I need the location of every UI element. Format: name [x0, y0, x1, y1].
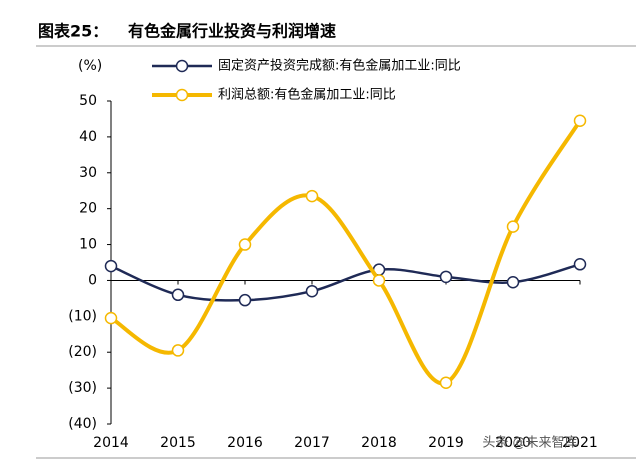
y-tick-label: 50: [79, 93, 97, 109]
legend-marker: [175, 59, 189, 73]
legend-label: 固定资产投资完成额:有色金属加工业:同比: [218, 58, 461, 74]
y-axis-label: (%): [78, 58, 102, 74]
y-tick-label: 40: [79, 129, 97, 145]
title-label: 图表25：: [38, 22, 108, 41]
y-tick-label: (10): [68, 308, 97, 324]
point: [171, 288, 185, 302]
x-tick-label: 2020: [495, 435, 531, 451]
y-tick-label: 0: [88, 272, 97, 288]
point: [104, 311, 118, 325]
x-tick-label: 2014: [93, 435, 129, 451]
legend-label: 利润总额:有色金属加工业:同比: [218, 87, 396, 103]
point: [305, 189, 319, 203]
series-line: [109, 119, 582, 386]
chart-title: 有色金属行业投资与利润增速: [128, 22, 336, 41]
x-tick-label: 2015: [160, 435, 196, 451]
watermark: 头条 @未来智库: [482, 435, 577, 451]
point: [238, 238, 252, 251]
point: [238, 293, 252, 307]
x-tick-label: 2019: [428, 435, 464, 451]
y-tick-label: (40): [68, 416, 97, 432]
x-tick-label: 2021: [562, 435, 598, 451]
point: [305, 284, 319, 298]
point: [171, 344, 185, 357]
point: [573, 258, 587, 271]
x-tick-label: 2016: [227, 435, 263, 451]
y-tick-label: 20: [79, 201, 97, 217]
y-tick-label: (20): [68, 344, 97, 360]
legend-marker: [175, 88, 189, 102]
point: [439, 270, 453, 284]
point: [573, 114, 587, 127]
point: [104, 259, 118, 273]
point: [372, 274, 386, 287]
y-tick-label: 30: [79, 165, 97, 181]
y-tick-label: (30): [68, 380, 97, 396]
point: [439, 376, 453, 389]
point: [506, 220, 520, 233]
point: [506, 275, 520, 289]
x-tick-label: 2018: [361, 435, 397, 451]
y-tick-label: 10: [79, 237, 97, 253]
x-tick-label: 2017: [294, 435, 330, 451]
